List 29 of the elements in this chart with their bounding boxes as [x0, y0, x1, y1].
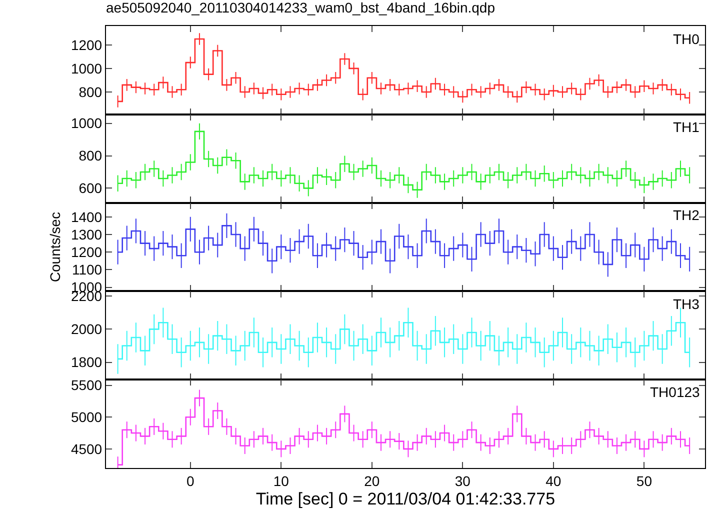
x-tick-label: 0 — [186, 472, 194, 489]
x-tick-label: 40 — [546, 472, 562, 489]
y-tick-label: 1200 — [70, 244, 102, 260]
text: TH0123 — [650, 384, 700, 400]
x-tick-label: 10 — [273, 472, 290, 489]
x-tick-label: 50 — [636, 472, 652, 489]
y-tick-label: 1300 — [70, 226, 102, 242]
x-axis-title: Time [sec] 0 = 2011/03/04 01:42:33.775 — [256, 489, 556, 508]
chart-title: ae505092040_20110304014233_wam0_bst_4band_16bin.qdp — [106, 0, 496, 16]
y-tick-label: 1400 — [70, 208, 102, 225]
text: TH0 — [673, 31, 700, 47]
y-tick-label: 1200 — [70, 36, 102, 53]
y-tick-label: 5500 — [70, 377, 102, 394]
y-tick-label: 5000 — [70, 409, 102, 426]
y-axis-title: Counts/sec — [47, 212, 64, 282]
y-tick-label: 1000 — [70, 115, 102, 132]
series-label: TH3 — [673, 296, 700, 312]
y-tick-label: 1000 — [70, 60, 102, 76]
y-tick-label: 600 — [78, 180, 102, 196]
y-tick-label: 800 — [78, 84, 102, 100]
y-tick-label: 1100 — [72, 262, 102, 278]
y-tick-label: 1800 — [70, 354, 102, 370]
x-tick-label: 20 — [364, 472, 380, 489]
text: TH1 — [673, 119, 700, 135]
y-tick-label: 2000 — [70, 321, 102, 338]
y-tick-label: 800 — [78, 148, 102, 164]
y-tick-label: 4500 — [70, 440, 102, 457]
x-tick-label: 30 — [454, 472, 471, 489]
series-label: TH2 — [673, 207, 700, 223]
